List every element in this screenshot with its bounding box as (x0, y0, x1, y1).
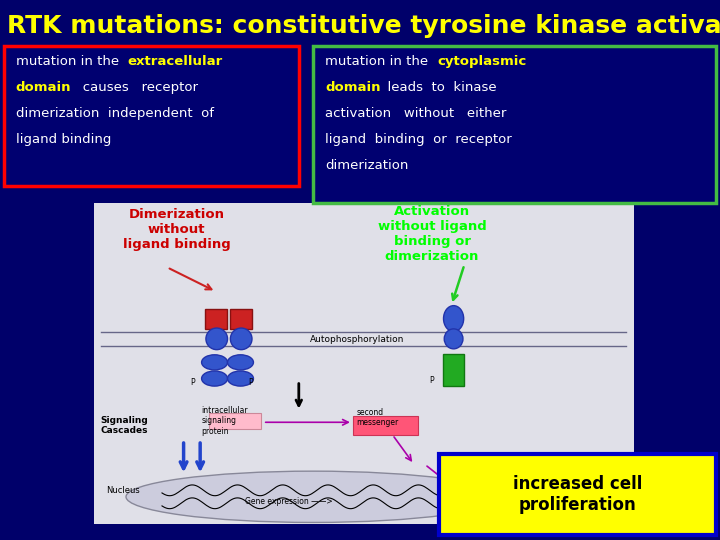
Text: P: P (430, 376, 434, 385)
Text: dimerization: dimerization (325, 159, 409, 172)
FancyBboxPatch shape (94, 202, 634, 524)
Ellipse shape (126, 471, 500, 523)
Text: domain: domain (325, 81, 381, 94)
Ellipse shape (444, 306, 464, 332)
Text: second
messenger: second messenger (356, 408, 399, 427)
Bar (353, 416, 418, 435)
Text: domain: domain (16, 81, 71, 94)
Text: Gene expression ——>: Gene expression ——> (245, 497, 333, 506)
Text: ligand  binding  or  receptor: ligand binding or receptor (325, 133, 512, 146)
Text: Nucleus: Nucleus (107, 486, 140, 495)
Text: cytoplasmic: cytoplasmic (437, 55, 526, 68)
Ellipse shape (206, 328, 228, 350)
FancyBboxPatch shape (313, 46, 716, 202)
Bar (205, 309, 227, 329)
FancyBboxPatch shape (4, 46, 299, 186)
Text: increased cell
proliferation: increased cell proliferation (513, 475, 642, 514)
Text: ligand binding: ligand binding (16, 133, 111, 146)
Ellipse shape (230, 328, 252, 350)
Ellipse shape (202, 371, 228, 386)
Text: dimerization  independent  of: dimerization independent of (16, 107, 214, 120)
Bar (443, 354, 464, 386)
FancyBboxPatch shape (439, 454, 716, 535)
Text: mutation in the: mutation in the (325, 55, 433, 68)
Text: mutation in the: mutation in the (16, 55, 123, 68)
Ellipse shape (444, 329, 463, 349)
Bar (230, 309, 252, 329)
Ellipse shape (228, 355, 253, 370)
Text: P: P (191, 378, 195, 387)
Text: causes   receptor: causes receptor (70, 81, 198, 94)
Text: P: P (248, 378, 253, 387)
Text: intracellular
signaling
protein: intracellular signaling protein (202, 406, 248, 436)
Ellipse shape (202, 355, 228, 370)
Text: RTK mutations: constitutive tyrosine kinase activation: RTK mutations: constitutive tyrosine kin… (7, 14, 720, 37)
Text: Dimerization
without
ligand binding: Dimerization without ligand binding (122, 208, 230, 251)
Text: extracellular: extracellular (127, 55, 222, 68)
Text: Activation
without ligand
binding or
dimerization: Activation without ligand binding or dim… (377, 205, 487, 263)
Text: activation   without   either: activation without either (325, 107, 507, 120)
Bar (209, 413, 261, 429)
Ellipse shape (228, 371, 253, 386)
Text: Signaling
Cascades: Signaling Cascades (101, 416, 148, 435)
Text: leads  to  kinase: leads to kinase (379, 81, 497, 94)
Text: Autophosphorylation: Autophosphorylation (310, 335, 404, 343)
